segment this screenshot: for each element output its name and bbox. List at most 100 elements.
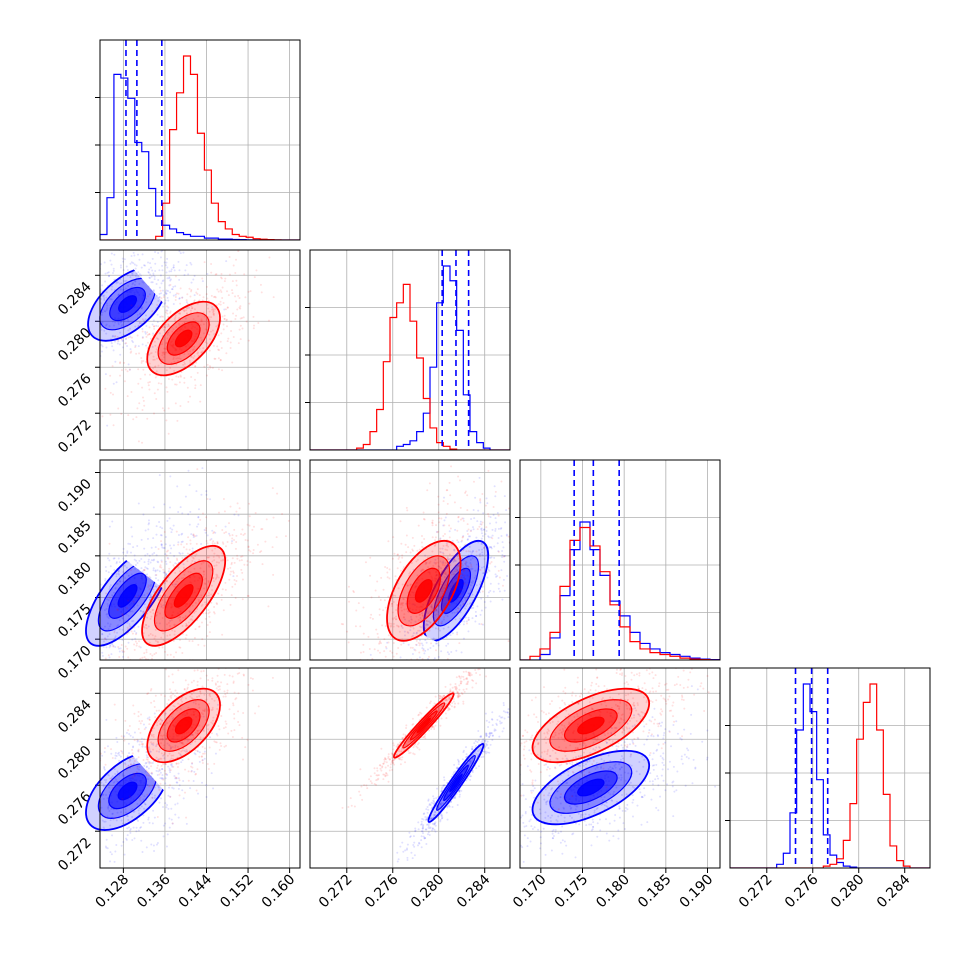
sample-point [210, 263, 213, 266]
sample-point [159, 757, 162, 760]
sample-point [466, 523, 469, 526]
sample-point [194, 740, 197, 743]
sample-point [457, 584, 460, 587]
sample-point [209, 736, 212, 739]
sample-point [152, 537, 155, 540]
sample-point [151, 310, 154, 313]
sample-point [237, 514, 240, 517]
sample-point [146, 417, 149, 420]
sample-point [464, 607, 467, 610]
sample-point [407, 643, 410, 646]
sample-point [168, 284, 171, 287]
sample-point [405, 506, 408, 509]
sample-point [117, 407, 120, 410]
sample-point [124, 762, 127, 765]
sample-point [456, 539, 459, 542]
sample-point [166, 742, 169, 745]
sample-point [155, 370, 158, 373]
sample-point [239, 307, 242, 310]
sample-point [105, 346, 108, 349]
sample-point [465, 600, 468, 603]
sample-point [154, 569, 157, 572]
sample-point [198, 347, 201, 350]
sample-point [197, 508, 200, 511]
sample-point [229, 341, 232, 344]
sample-point [215, 273, 218, 276]
sample-point [178, 297, 181, 300]
sample-point [169, 544, 172, 547]
sample-point [152, 689, 154, 691]
sample-point [470, 553, 473, 556]
sample-point [162, 824, 165, 827]
sample-point [446, 557, 449, 560]
sample-point [462, 568, 465, 571]
sample-point [164, 712, 167, 715]
sample-point [167, 323, 170, 326]
sample-point [177, 566, 180, 569]
sample-point [251, 528, 254, 531]
sample-point [67, 782, 69, 784]
sample-point [375, 628, 378, 631]
sample-point [394, 575, 397, 578]
sample-point [182, 743, 185, 746]
sample-point [132, 763, 135, 766]
sample-point [152, 325, 155, 328]
sample-point [47, 349, 49, 351]
sample-point [383, 650, 386, 653]
sample-point [159, 289, 162, 292]
sample-point [90, 344, 92, 346]
sample-point [76, 832, 78, 834]
sample-point [159, 782, 162, 785]
sample-point [120, 369, 123, 372]
sample-point [103, 625, 106, 628]
sample-point [83, 826, 85, 828]
sample-point [411, 549, 414, 552]
sample-point [114, 646, 117, 649]
sample-point [471, 557, 474, 560]
sample-point [249, 550, 252, 553]
sample-point [175, 781, 178, 784]
sample-point [208, 702, 211, 705]
sample-point [423, 652, 426, 655]
sample-point [127, 329, 130, 332]
sample-point [206, 534, 209, 537]
sample-point [171, 245, 173, 247]
sample-point [161, 315, 164, 318]
sample-point [221, 633, 224, 636]
sample-point [159, 723, 162, 726]
sample-point [115, 282, 118, 285]
sample-point [118, 751, 121, 754]
sample-point [435, 609, 438, 612]
sample-point [93, 838, 95, 840]
sample-point [482, 572, 485, 575]
sample-point [179, 252, 182, 255]
sample-point [162, 547, 165, 550]
sample-point [180, 696, 183, 699]
sample-point [212, 311, 215, 314]
sample-point [227, 732, 230, 735]
sample-point [206, 556, 209, 559]
sample-point [178, 278, 181, 281]
sample-point [386, 571, 389, 574]
sample-point [154, 780, 157, 783]
sample-point [169, 748, 172, 751]
sample-point [157, 786, 160, 789]
sample-point [247, 546, 250, 549]
sample-point [502, 555, 505, 558]
sample-point [165, 722, 168, 725]
sample-point [433, 657, 436, 660]
sample-point [145, 344, 148, 347]
sample-point [135, 633, 138, 636]
sample-point [178, 646, 181, 649]
sample-point [60, 653, 62, 655]
sample-point [77, 683, 79, 685]
sample-point [147, 634, 150, 637]
sample-point [181, 741, 184, 744]
sample-point [131, 339, 134, 342]
sample-point [202, 347, 205, 350]
sample-point [228, 532, 231, 535]
sample-point [193, 611, 196, 614]
sample-point [208, 310, 211, 313]
sample-point [208, 365, 211, 368]
sample-point [164, 802, 167, 805]
